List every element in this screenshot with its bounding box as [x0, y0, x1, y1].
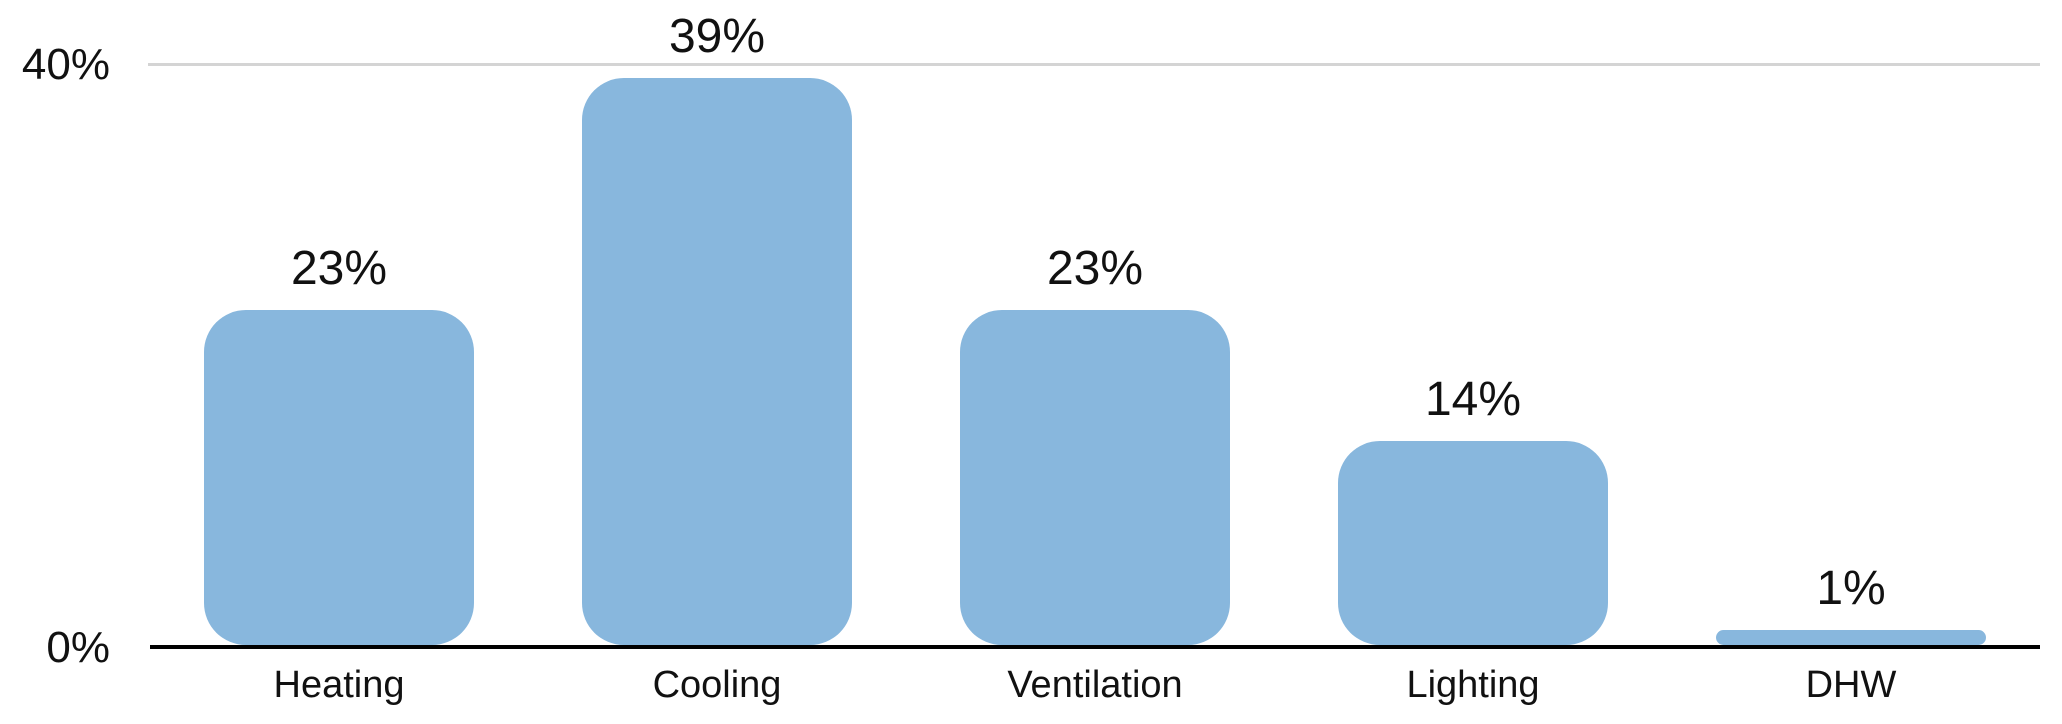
- bar-lighting: [1338, 441, 1608, 645]
- gridline-40-percent: [148, 63, 2040, 66]
- bar-value-label-ventilation: 23%: [1046, 242, 1144, 296]
- bar-value-label-heating: 23%: [290, 242, 388, 296]
- x-axis-label-dhw: DHW: [1805, 664, 1897, 706]
- x-axis-label-heating: Heating: [273, 664, 405, 706]
- x-axis-label-lighting: Lighting: [1406, 664, 1540, 706]
- bar-value-label-lighting: 14%: [1424, 373, 1522, 427]
- x-axis-labels: Heating Cooling Ventilation Lighting DHW: [150, 662, 2040, 708]
- x-axis-label-cooling: Cooling: [652, 664, 782, 706]
- y-axis-tick-label-40: 40%: [21, 40, 110, 89]
- bar-heating: [204, 310, 474, 645]
- plot-area: 23% 39% 23% 14% 1%: [150, 0, 2040, 645]
- bar-value-label-dhw: 1%: [1816, 562, 1886, 616]
- bar-slot-lighting: 14%: [1284, 0, 1662, 645]
- x-axis-line: [150, 645, 2040, 649]
- y-axis-tick-label-0: 0%: [46, 623, 110, 672]
- bar-slot-cooling: 39%: [528, 0, 906, 645]
- bar-dhw: [1716, 630, 1986, 645]
- bar-slot-dhw: 1%: [1662, 0, 2040, 645]
- bar-slot-heating: 23%: [150, 0, 528, 645]
- bar-ventilation: [960, 310, 1230, 645]
- bar-value-label-cooling: 39%: [668, 10, 766, 64]
- x-axis-label-ventilation: Ventilation: [1007, 664, 1183, 706]
- bar-cooling: [582, 78, 852, 645]
- bar-slot-ventilation: 23%: [906, 0, 1284, 645]
